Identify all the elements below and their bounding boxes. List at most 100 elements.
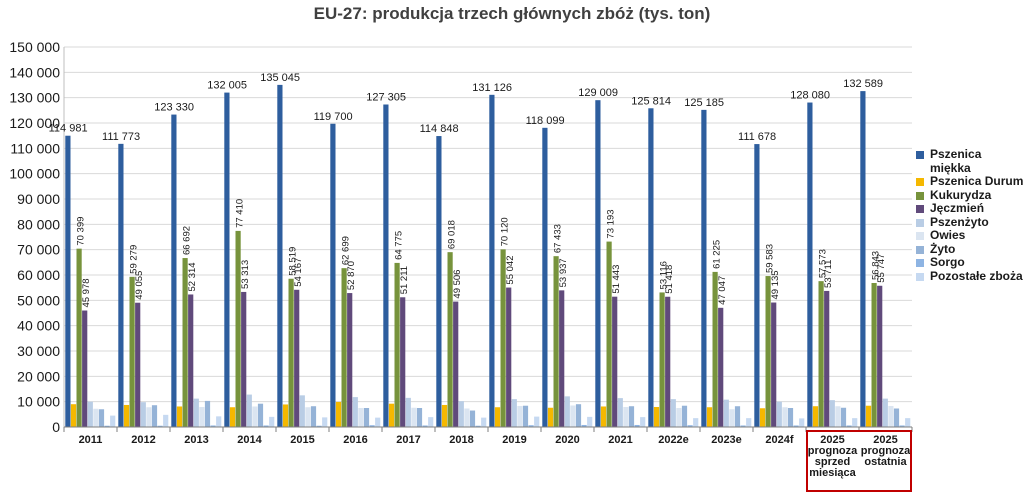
bar [734, 406, 741, 427]
bar [157, 425, 163, 427]
bar [581, 424, 587, 427]
bar [210, 425, 216, 427]
chart-title: EU-27: produkcja trzech głównych zbóż (t… [313, 4, 711, 23]
legend-label: Sorgo [930, 255, 965, 269]
bar [807, 102, 813, 427]
legend-item: Żyto [916, 241, 1024, 257]
bar [522, 405, 529, 427]
bar [341, 268, 347, 427]
bar [322, 417, 328, 427]
x-tick-label: 2024f [765, 434, 793, 446]
data-label: 61 225 [711, 240, 722, 269]
bar [82, 310, 88, 427]
bar [676, 408, 682, 427]
bar [199, 406, 205, 427]
legend-item: Jęczmień [916, 201, 1024, 216]
bar [182, 258, 188, 427]
legend-label: Żyto [930, 241, 956, 256]
data-label: 53 937 [558, 258, 569, 287]
bar [765, 276, 771, 427]
bar [865, 405, 872, 427]
bar [441, 404, 448, 427]
legend-swatch [916, 232, 924, 240]
bar [653, 406, 660, 427]
bar [665, 296, 671, 427]
bar [746, 418, 752, 427]
data-label: 125 185 [684, 97, 724, 109]
bar [648, 108, 654, 427]
y-tick-label: 60 000 [17, 267, 60, 283]
bar [118, 143, 124, 427]
bar [852, 418, 858, 427]
bar [494, 407, 501, 427]
data-label: 51 418 [664, 265, 675, 294]
bar [316, 425, 322, 427]
bar [140, 402, 146, 427]
data-label: 70 399 [75, 217, 86, 246]
x-tick-label: 2025 prognoza sprzed miesiąca [808, 434, 858, 479]
data-label: 66 692 [181, 226, 192, 255]
bar [277, 84, 283, 428]
bar [163, 414, 169, 427]
data-label: 77 410 [234, 199, 245, 228]
bar [358, 408, 364, 427]
legend-label: Pszenica miękka [930, 147, 982, 175]
data-label: 73 193 [605, 210, 616, 239]
bar [718, 307, 724, 427]
bar [464, 408, 470, 427]
x-tick-label: 2013 [184, 434, 208, 446]
legend-label: Pozostałe zboża [930, 268, 1023, 283]
data-label: 118 099 [526, 115, 565, 127]
data-label: 69 018 [446, 220, 457, 249]
legend-label: Kukurydza [930, 187, 992, 202]
data-label: 114 848 [420, 123, 459, 135]
bar [893, 408, 900, 427]
bar [310, 406, 317, 427]
bar [818, 281, 824, 427]
bar [93, 408, 99, 427]
y-tick-label: 150 000 [9, 39, 60, 55]
bar [70, 404, 77, 427]
x-tick-label: 2019 [502, 434, 526, 446]
y-tick-label: 120 000 [9, 115, 60, 131]
bar [330, 123, 336, 427]
bar [547, 407, 554, 427]
legend-swatch [916, 191, 924, 200]
data-label: 57 573 [817, 249, 828, 278]
legend-swatch [916, 218, 924, 227]
bar [151, 405, 158, 427]
bar [793, 425, 799, 427]
bar [453, 301, 459, 427]
bar [634, 424, 640, 427]
bar [553, 256, 559, 427]
data-label: 131 126 [472, 82, 512, 94]
bar [422, 425, 428, 427]
legend-item: Owies [916, 228, 1024, 243]
bar [559, 290, 565, 427]
bar [235, 230, 241, 427]
gridlines [64, 46, 912, 428]
bar [188, 294, 194, 427]
bar [252, 406, 258, 427]
bar [905, 418, 911, 427]
bar [369, 425, 375, 427]
data-label: 132 005 [207, 80, 247, 92]
legend-item: Pszenica Durum [916, 174, 1024, 189]
bar [606, 241, 612, 427]
data-label: 52 870 [346, 261, 357, 290]
data-label: 111 678 [738, 131, 776, 143]
bar [835, 406, 841, 427]
bar [171, 114, 177, 428]
x-tick-label: 2015 [290, 434, 314, 446]
legend-swatch [916, 205, 924, 213]
data-label: 64 775 [393, 231, 404, 260]
bar [799, 418, 805, 427]
bar [693, 418, 699, 427]
data-label: 127 305 [366, 91, 406, 103]
bar [411, 407, 417, 427]
bar [628, 406, 635, 427]
bar [129, 276, 135, 427]
data-label: 119 700 [314, 111, 353, 123]
bar [123, 404, 130, 427]
bar [506, 287, 512, 427]
